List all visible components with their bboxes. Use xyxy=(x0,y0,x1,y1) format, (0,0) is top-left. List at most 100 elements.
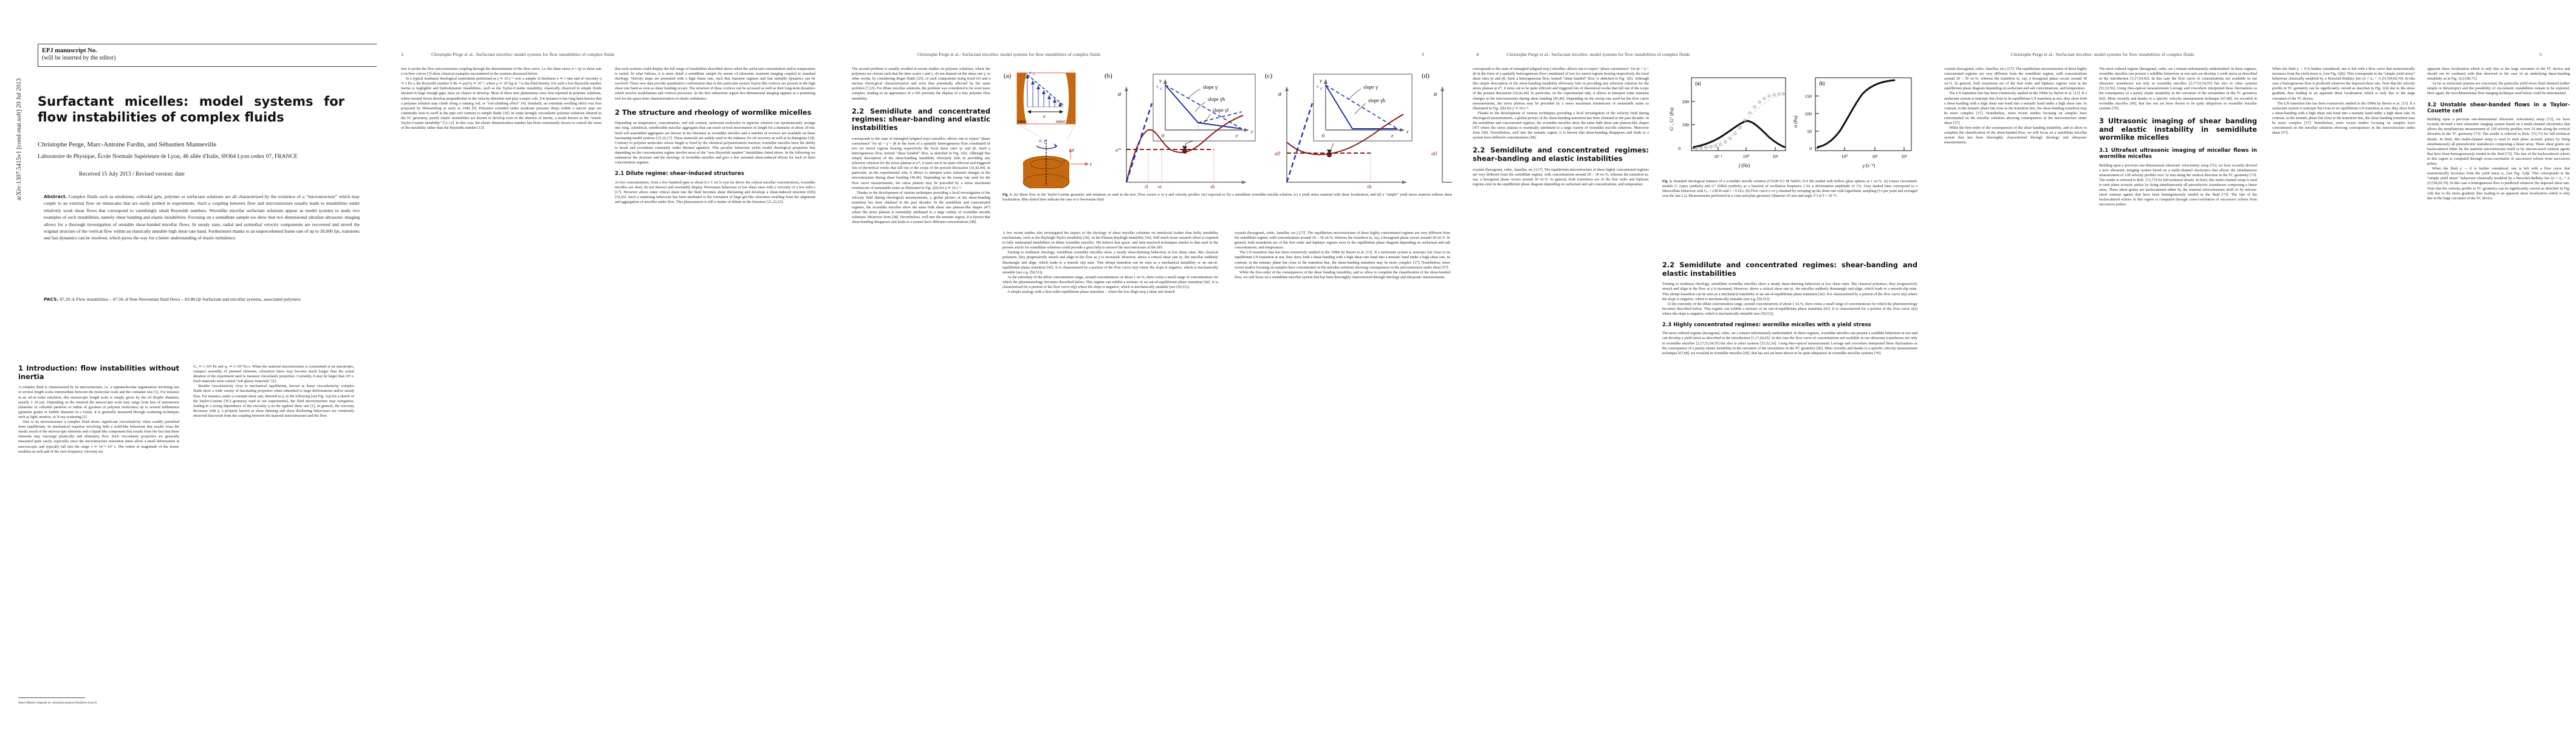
figure-1-label: Fig. 1. xyxy=(1002,193,1013,197)
paragraph: crystals (hexagonal, cubic, lamellar, et… xyxy=(1235,231,1450,250)
svg-text:σ: σ xyxy=(1278,91,1282,98)
figure-2-svg: (a) 0 100 200 G′ , G″ (Pa) 10⁻¹ 10⁰ 10¹ … xyxy=(1669,77,1912,168)
paragraph: The second problem is usually avoided in… xyxy=(852,67,990,101)
p4-column-2: 2.2 Semidilute and concentrated regimes:… xyxy=(1662,261,1917,705)
svg-text:v: v xyxy=(1320,78,1322,84)
paragraph: corresponds to the state of entangled (a… xyxy=(852,136,990,190)
folio-number: 3 xyxy=(1422,52,1424,57)
svg-text:slope γ̇: slope γ̇ xyxy=(1363,84,1379,90)
paragraph: At low concentrations, from a few hundre… xyxy=(615,180,815,204)
svg-text:z: z xyxy=(1072,147,1075,152)
svg-text:10¹: 10¹ xyxy=(1872,154,1878,159)
epj-editor-note: (will be inserted by the editor) xyxy=(42,55,116,62)
received-date: Received 15 July 2013 / Revised version:… xyxy=(79,171,185,177)
svg-text:(d): (d) xyxy=(1422,72,1430,80)
paragraph: A complex fluid is characterized by its … xyxy=(18,385,179,419)
section-heading-2-2b: 2.2 Semidilute and concentrated regimes:… xyxy=(1473,146,1649,163)
affiliation: Laboratoire de Physique, École Normale S… xyxy=(38,153,298,160)
paragraph: apparent shear localization which is onl… xyxy=(2427,67,2570,81)
svg-text:γ̇l: γ̇l xyxy=(1144,184,1149,188)
figure-1-caption-text: (a) Shear flow in the Taylor-Couette geo… xyxy=(1002,193,1452,202)
p2-column-1: fore to probe the flow microstructure co… xyxy=(401,67,601,705)
svg-text:200: 200 xyxy=(1682,99,1690,104)
paragraph: Besides viscoelasticity close to mechani… xyxy=(193,384,354,418)
figure-1: (a) xyxy=(1002,67,1452,188)
svg-text:G′ , G″ (Pa): G′ , G″ (Pa) xyxy=(1669,108,1674,131)
svg-text:10¹: 10¹ xyxy=(1772,154,1778,159)
figure-1-svg: (a) xyxy=(1004,70,1452,188)
svg-text:150: 150 xyxy=(1805,94,1812,99)
paragraph: The most ordered regions (hexagonal, cub… xyxy=(1662,331,1917,355)
paragraph: Thanks to the development of various tec… xyxy=(852,190,990,225)
p5-column-3: When the fluid γ̇ → 0 is further conside… xyxy=(2272,67,2415,705)
paragraph: In a typical nonlinear rheological exper… xyxy=(401,77,601,131)
svg-text:σ: σ xyxy=(1118,91,1122,98)
section-heading-2-3: 2.3 Highly concentrated regimes: wormlik… xyxy=(1662,322,1871,329)
svg-text:slope γ̇: slope γ̇ xyxy=(1203,84,1218,90)
svg-text:v: v xyxy=(1156,84,1159,89)
p1-column-1: 1 Introduction: flow instabilities witho… xyxy=(18,364,179,705)
paragraph: Turning to nonlinear rheology, semidilut… xyxy=(1002,250,1218,275)
page-1: EPJ manuscript No. (will be inserted by … xyxy=(0,0,377,729)
section-heading-1: 1 Introduction: flow instabilities witho… xyxy=(18,364,179,381)
paragraph: crystals (hexagonal, cubic, lamellar, et… xyxy=(1473,167,1649,187)
svg-text:σ*: σ* xyxy=(1115,147,1121,153)
svg-text:0: 0 xyxy=(1162,133,1164,139)
p3-column-1: The second problem is usually avoided in… xyxy=(852,67,990,705)
svg-text:e: e xyxy=(1391,133,1394,139)
svg-text:0: 0 xyxy=(1160,87,1162,91)
svg-text:slope γ̇h: slope γ̇h xyxy=(1368,97,1386,103)
section-heading-2-2: 2.2 Semidilute and concentrated regimes:… xyxy=(852,106,990,132)
folio-number: 4 xyxy=(1476,52,1479,57)
pacs-label: PACS. xyxy=(44,296,59,302)
paragraph: The most ordered regions (hexagonal, cub… xyxy=(2099,67,2257,111)
paragraph: Depending on temperature, concentration,… xyxy=(615,121,815,165)
p3-column-3: crystals (hexagonal, cubic, lamellar, et… xyxy=(1235,231,1450,705)
paragraph: When the fluid γ̇ → 0 is further conside… xyxy=(2427,166,2570,200)
p5-column-2: The most ordered regions (hexagonal, cub… xyxy=(2099,67,2257,705)
svg-text:r: r xyxy=(1406,129,1409,135)
running-head: Christophe Perge et al.: Surfactant mice… xyxy=(431,52,615,57)
paragraph: At the extremity of the dilute concentra… xyxy=(1662,301,1917,316)
p1-column-2: G₀ ≃ 1–10³ Pa and η₀ ≃ 1–10⁴ Pa·s. When … xyxy=(193,364,354,705)
paragraph: The LN transition line has been extensiv… xyxy=(1235,250,1450,270)
svg-text:rotor: rotor xyxy=(1018,119,1026,124)
running-head: Christophe Perge et al.: Surfactant mice… xyxy=(917,52,1101,57)
section-heading-2: 2 The structure and rheology of wormlike… xyxy=(615,108,812,117)
svg-text:(a): (a) xyxy=(1004,72,1012,80)
footnote-offprint: Send offprint requests to: sebastien.man… xyxy=(18,701,97,705)
figure-2-caption-text: Standard rheological features of a worml… xyxy=(1662,180,1917,198)
figure-1-caption: Fig. 1. (a) Shear flow in the Taylor-Cou… xyxy=(1002,193,1452,203)
epj-manuscript-label: EPJ manuscript No. xyxy=(42,47,97,54)
section-heading-3-2: 3.2 Unstable shear-banded flows in a Tay… xyxy=(2427,101,2570,114)
page-title: Surfactant micelles: model systems for f… xyxy=(38,94,344,125)
abstract-text: Complex fluids such as emulsions, colloi… xyxy=(44,194,360,241)
page-3: Christophe Perge et al.: Surfactant mice… xyxy=(838,0,1458,729)
svg-text:v: v xyxy=(1029,70,1032,75)
section-heading-3-1: 3.1 Ultrafast ultrasonic imaging of mice… xyxy=(2099,147,2257,160)
abstract-label: Abstract. xyxy=(44,194,67,199)
paragraph: corresponds to the state of entangled (a… xyxy=(1473,67,1649,111)
svg-text:(a): (a) xyxy=(1695,81,1701,86)
section-heading-3: 3 Ultrasonic imaging of shear banding an… xyxy=(2099,116,2257,142)
svg-text:σ: σ xyxy=(1434,91,1437,98)
svg-text:r: r xyxy=(1251,129,1253,135)
figure-2: (a) 0 100 200 G′ , G″ (Pa) 10⁻¹ 10⁰ 10¹ … xyxy=(1662,73,1917,173)
svg-text:e: e xyxy=(1043,114,1046,119)
svg-text:100: 100 xyxy=(1805,111,1812,117)
paragraph: As far as surfactant systems are concern… xyxy=(2427,81,2570,96)
svg-text:50: 50 xyxy=(1807,129,1812,134)
p4-column-1: corresponds to the state of entangled (a… xyxy=(1473,67,1649,705)
pacs-block: PACS. 47.20.-k Flow instabilities – 47.5… xyxy=(44,296,360,303)
paragraph: While the first-order of the consequence… xyxy=(1944,126,2087,145)
page-2: 2 Christophe Perge et al.: Surfactant mi… xyxy=(377,0,838,729)
svg-text:(b): (b) xyxy=(1819,81,1825,86)
running-head: Christophe Perge et al.: Surfactant mice… xyxy=(1507,52,1690,57)
svg-text:slope γ̇l: slope γ̇l xyxy=(1213,107,1229,113)
folio-number: 2 xyxy=(401,52,403,57)
paragraph: When the fluid γ̇ → 0 is further conside… xyxy=(2272,67,2415,101)
svg-text:σ0: σ0 xyxy=(1275,151,1280,157)
svg-text:(b): (b) xyxy=(1105,72,1112,80)
author-list: Christophe Perge, Marc-Antoine Fardin, a… xyxy=(38,141,217,148)
svg-text:0: 0 xyxy=(1033,73,1035,77)
